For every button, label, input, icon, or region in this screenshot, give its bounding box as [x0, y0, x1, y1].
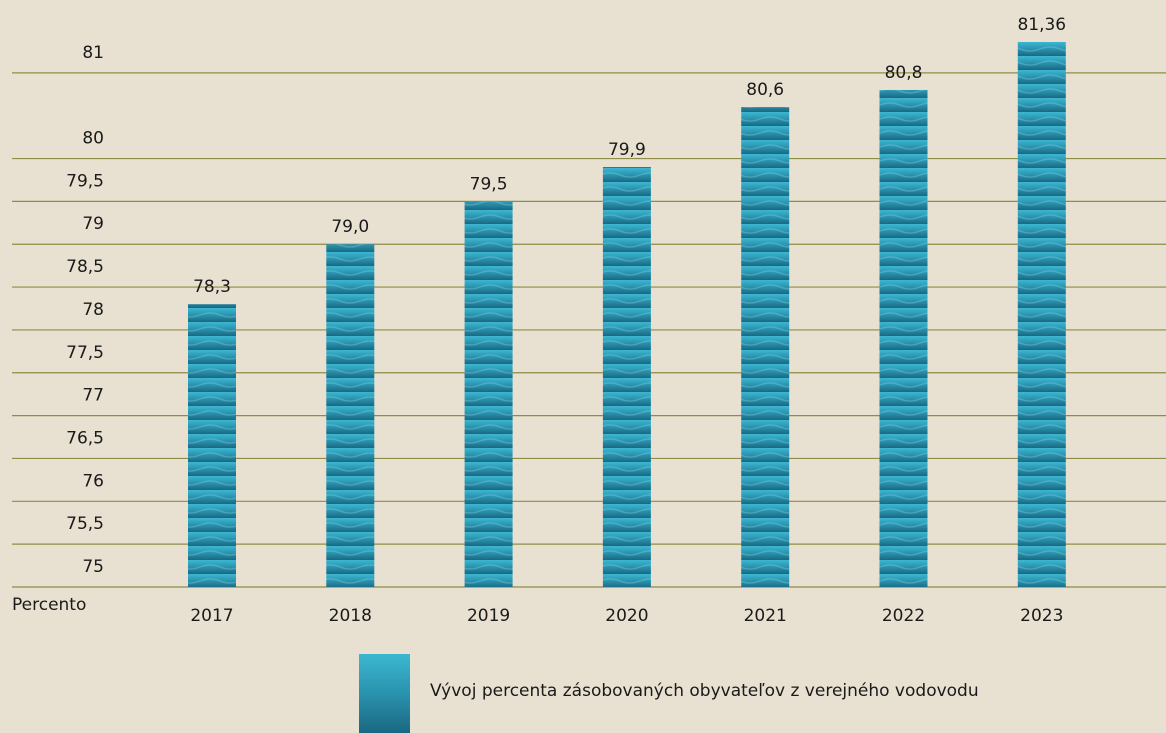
bar — [741, 107, 789, 587]
x-tick-label: 2021 — [744, 606, 787, 626]
y-tick-label: 77,5 — [66, 343, 104, 363]
data-label: 79,5 — [470, 174, 508, 194]
legend-label: Vývoj percenta zásobovaných obyvateľov z… — [430, 681, 979, 701]
y-tick-label: 76,5 — [66, 428, 104, 448]
x-tick-label: 2020 — [605, 606, 648, 626]
y-axis-label: Percento — [12, 595, 86, 615]
data-label: 81,36 — [1017, 15, 1066, 35]
y-tick-label: 78,5 — [66, 257, 104, 277]
data-label: 80,6 — [746, 80, 784, 100]
data-label: 79,0 — [331, 217, 369, 237]
y-tick-label: 78 — [82, 300, 104, 320]
bar — [880, 90, 928, 587]
x-tick-label: 2023 — [1020, 606, 1063, 626]
x-tick-label: 2017 — [190, 606, 233, 626]
y-tick-label: 79 — [82, 214, 104, 234]
y-tick-label: 79,5 — [66, 171, 104, 191]
bar — [465, 201, 513, 587]
x-tick-label: 2019 — [467, 606, 510, 626]
x-tick-label: 2022 — [882, 606, 925, 626]
data-label: 80,8 — [885, 63, 923, 83]
legend-swatch — [359, 654, 410, 733]
y-tick-label: 81 — [82, 43, 104, 63]
y-tick-label: 75,5 — [66, 514, 104, 534]
x-tick-label: 2018 — [329, 606, 372, 626]
bar — [326, 244, 374, 587]
data-label: 78,3 — [193, 277, 231, 297]
bar — [1018, 42, 1066, 587]
y-tick-label: 77 — [82, 386, 104, 406]
data-label: 79,9 — [608, 140, 646, 160]
bar — [188, 304, 236, 587]
y-tick-label: 75 — [82, 557, 104, 577]
background — [0, 0, 1166, 733]
y-tick-label: 76 — [82, 471, 104, 491]
chart: Percento Vývoj percenta zásobovaných oby… — [0, 0, 1166, 733]
bar — [603, 167, 651, 587]
y-tick-label: 80 — [82, 129, 104, 149]
